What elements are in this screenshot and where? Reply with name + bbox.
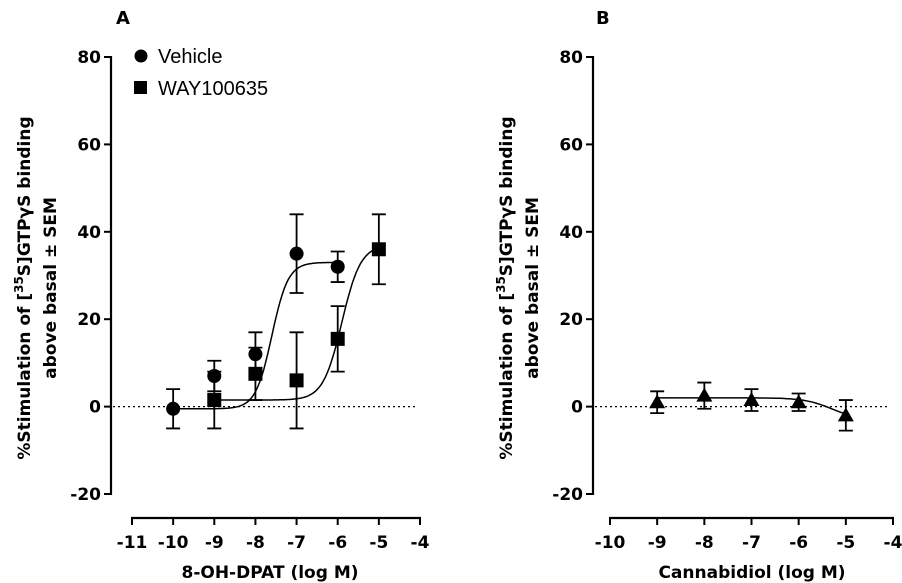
legend-label-vehicle: Vehicle [158, 46, 223, 68]
panel-a-vehicle-point [166, 401, 181, 416]
panel-b-x-tick-label: -9 [648, 533, 667, 553]
panel-b-y-tick-label: -20 [552, 485, 583, 505]
panel-a-x-tick-label: -9 [205, 533, 224, 553]
panel-b-xlabel: Cannabidiol (log M) [658, 563, 845, 583]
panel-b-ylabel-line2: above basal ± SEM [523, 197, 543, 379]
panel-a-way100635-point [248, 366, 263, 381]
panel-b-label: B [596, 8, 610, 29]
panel-a-y-tick-label: -20 [70, 485, 101, 505]
panel-a-y-tick-label: 60 [77, 135, 101, 155]
panel-a-x-tick-label: -11 [117, 533, 148, 553]
panel-b-x-tick-label: -7 [742, 533, 761, 553]
panel-a-y-tick-label: 40 [77, 223, 101, 243]
panel-a-x-tick-label: -10 [158, 533, 189, 553]
panel-a-way100635-point [207, 393, 222, 408]
panel-b-triangle-point [790, 394, 807, 409]
legend-marker-way100635 [134, 81, 147, 94]
panel-b-triangle-point [696, 387, 713, 402]
panel-b-x-tick-label: -6 [789, 533, 808, 553]
panel-a-xlabel: 8-OH-DPAT (log M) [181, 563, 358, 583]
panel-a-x-tick-label: -8 [246, 533, 265, 553]
panel-a-label: A [116, 8, 130, 29]
panel-b-x-tick-label: -10 [595, 533, 626, 553]
panel-a-y-tick-label: 20 [77, 310, 101, 330]
panel-a-ylabel-line1: %Stimulation of [35S]GTPγS binding [12, 116, 35, 459]
panel-b-y-tick-label: 60 [559, 135, 583, 155]
panel-a-x-tick-label: -4 [411, 533, 430, 553]
panel-b-ylabel-line1: %Stimulation of [35S]GTPγS binding [494, 116, 517, 459]
legend-marker-vehicle [134, 49, 148, 63]
panel-a-plot: -20 0 20 40 60 80 -11 -10 -9 -8 -7 -6 -5 -4 [70, 48, 429, 553]
panel-a-way100635-point [371, 242, 386, 257]
panel-b-y-tick-label: 40 [559, 223, 583, 243]
panel-b-x-tick-label: -5 [836, 533, 855, 553]
panel-b-y-tick-label: 20 [559, 310, 583, 330]
panel-b-x-tick-label: -8 [695, 533, 714, 553]
panel-a-x-tick-label: -7 [287, 533, 306, 553]
panel-a-y-tick-label: 80 [77, 48, 101, 68]
panel-b-x-tick-label: -4 [884, 533, 902, 553]
legend: Vehicle WAY100635 [134, 46, 268, 100]
panel-a-x-tick-label: -5 [369, 533, 388, 553]
panel-a-vehicle-point [330, 259, 345, 274]
panel-a-y-tick-label: 0 [89, 398, 101, 418]
panel-b-triangle-point [743, 392, 760, 407]
panel-b-y-tick-label: 80 [559, 48, 583, 68]
panel-a-vehicle-point [289, 246, 304, 261]
panel-b-triangle-point [649, 394, 666, 409]
panel-a-way100635-point [330, 331, 345, 346]
legend-label-way100635: WAY100635 [158, 78, 268, 100]
panel-b-y-tick-label: 0 [571, 398, 583, 418]
panel-b-plot: -20 0 20 40 60 80 -10 -9 -8 -7 -6 -5 -4 [552, 48, 902, 553]
panel-a-x-tick-label: -6 [328, 533, 347, 553]
panel-a-ylabel-line2: above basal ± SEM [41, 197, 61, 379]
panel-a-way100635-point [289, 373, 304, 388]
panel-b-triangle-point [837, 407, 854, 422]
